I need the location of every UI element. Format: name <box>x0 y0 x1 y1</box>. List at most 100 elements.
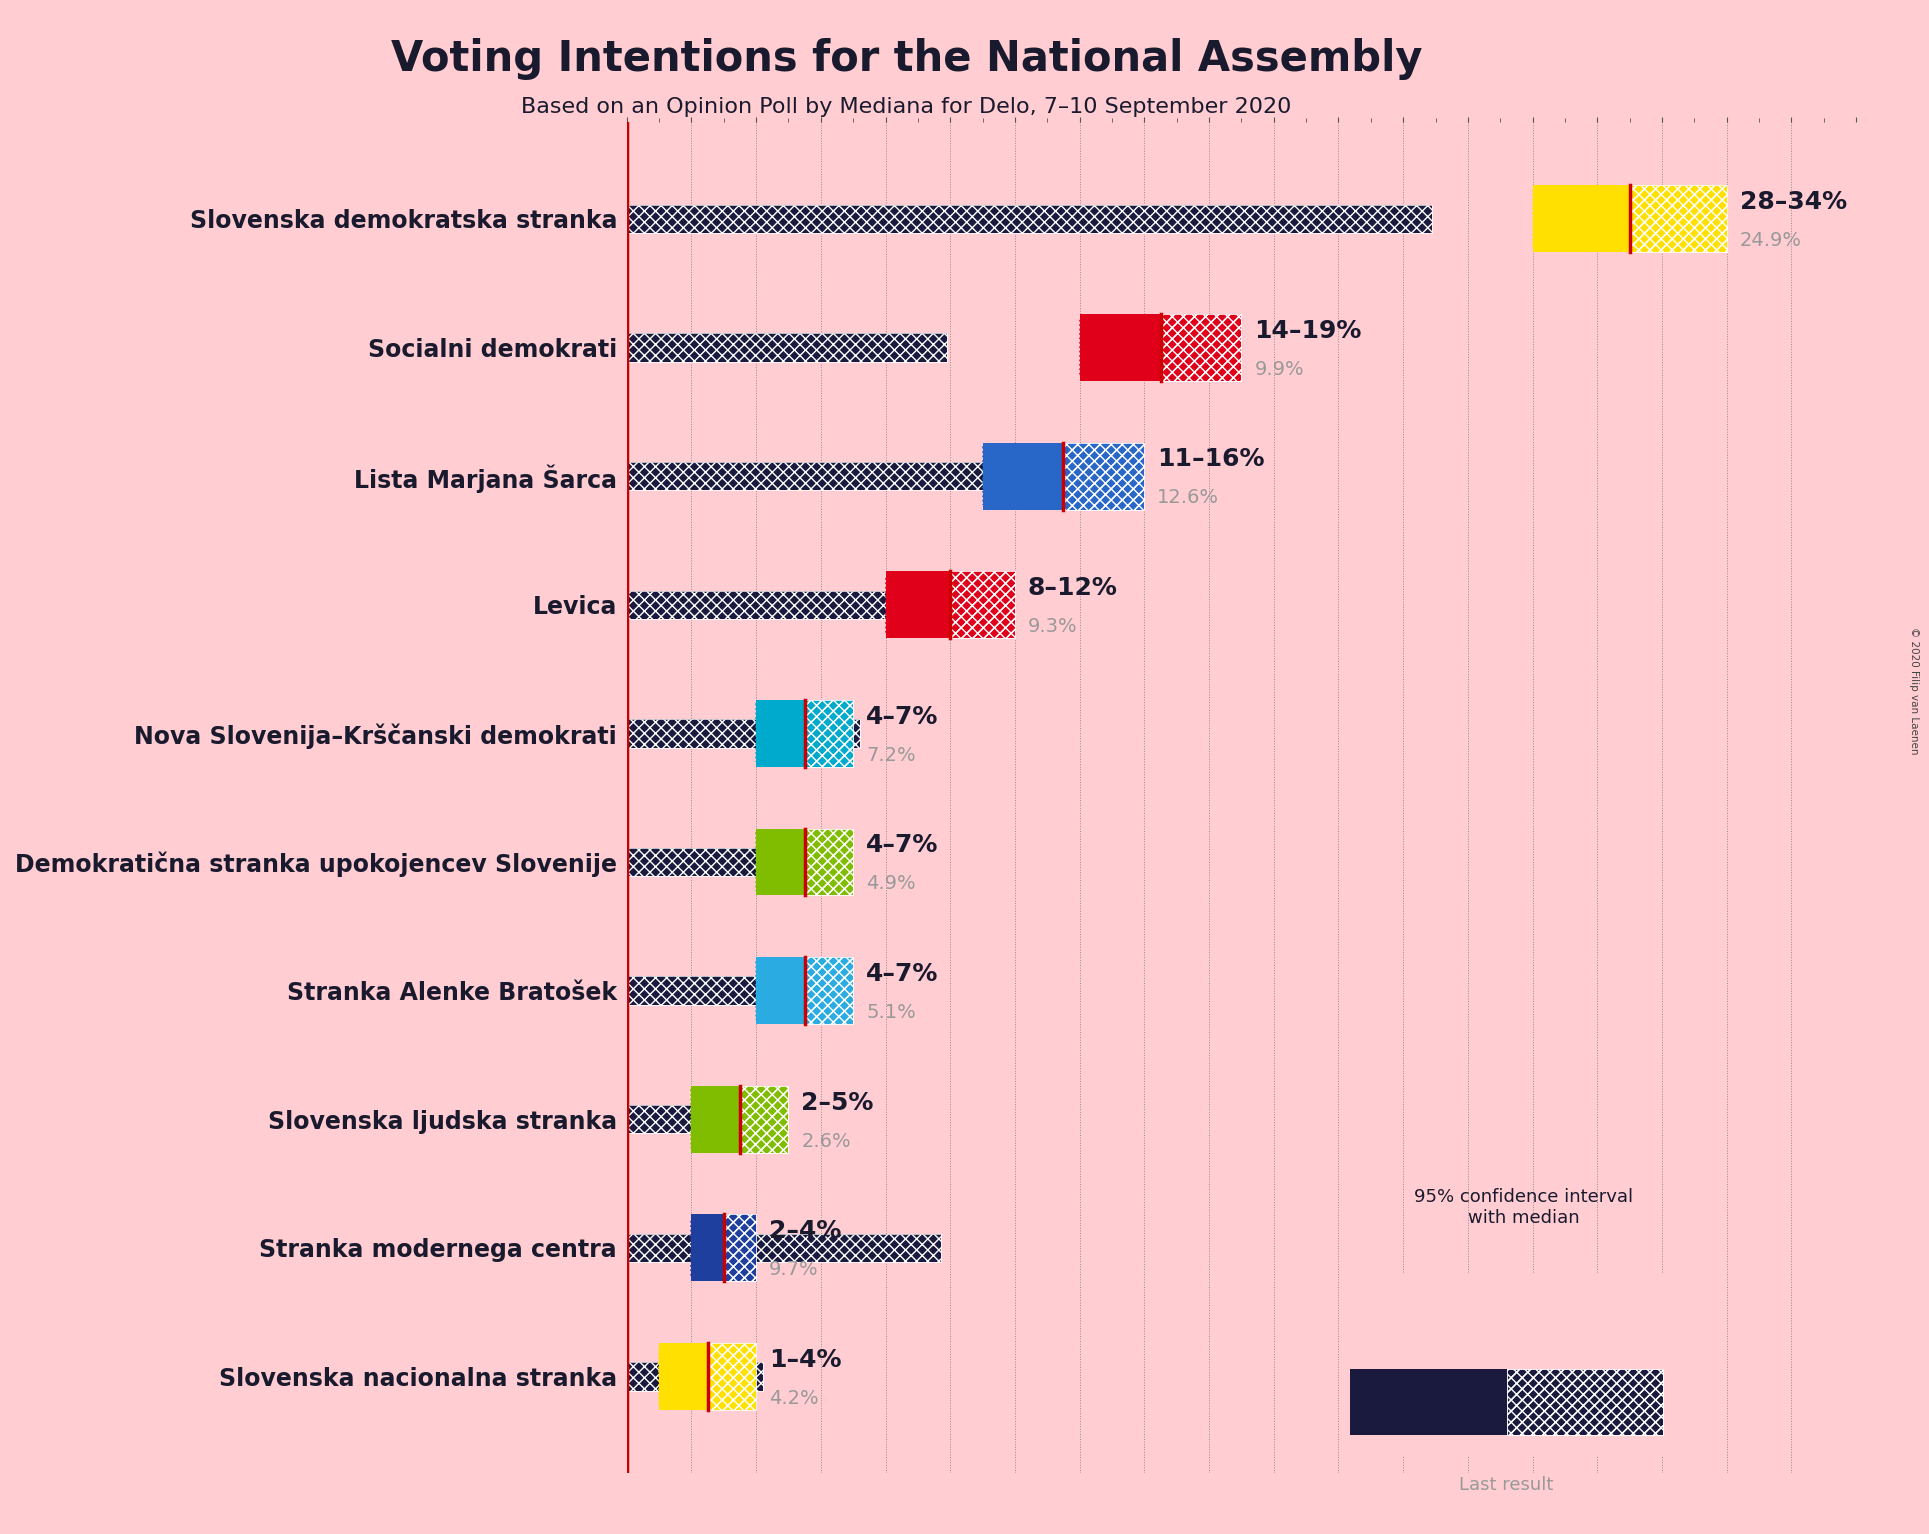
Bar <box>804 700 853 767</box>
Text: 11–16%: 11–16% <box>1157 448 1265 471</box>
Bar <box>627 977 791 1005</box>
Text: 12.6%: 12.6% <box>1157 488 1219 508</box>
Bar <box>804 828 853 896</box>
Bar <box>627 1362 762 1391</box>
Bar <box>741 1086 789 1152</box>
Text: 9.7%: 9.7% <box>770 1261 818 1279</box>
Bar <box>627 848 785 876</box>
Bar <box>1507 1368 1663 1436</box>
Bar <box>1161 314 1242 380</box>
Bar <box>723 1215 756 1281</box>
Bar <box>951 571 1015 638</box>
Text: 8–12%: 8–12% <box>1028 575 1117 600</box>
Bar <box>756 962 853 1020</box>
Text: 24.9%: 24.9% <box>1740 232 1802 250</box>
Bar <box>723 1215 756 1281</box>
Bar <box>804 828 853 896</box>
Bar <box>1080 319 1242 376</box>
Bar <box>691 1220 756 1276</box>
Bar <box>982 448 1144 505</box>
Text: 4–7%: 4–7% <box>866 833 939 858</box>
Bar <box>885 571 951 638</box>
Bar <box>627 977 791 1005</box>
Bar <box>1507 1368 1663 1436</box>
Text: 2–5%: 2–5% <box>801 1091 874 1115</box>
Bar <box>708 1344 756 1410</box>
Bar <box>756 833 853 891</box>
Bar <box>804 828 853 896</box>
Bar <box>982 443 1063 509</box>
Bar <box>1507 1368 1663 1436</box>
Bar <box>1080 314 1161 380</box>
Bar <box>627 333 947 362</box>
Bar <box>1161 314 1242 380</box>
Bar <box>627 1233 941 1262</box>
Bar <box>982 448 1144 505</box>
Bar <box>708 1344 756 1410</box>
Text: 4–7%: 4–7% <box>866 704 939 729</box>
Text: Last result: Last result <box>1460 1476 1553 1494</box>
Bar <box>627 1104 712 1134</box>
Bar <box>1161 314 1242 380</box>
Bar <box>627 204 1433 233</box>
Text: 9.9%: 9.9% <box>1254 360 1304 379</box>
Bar <box>951 571 1015 638</box>
Bar <box>627 591 928 618</box>
Bar <box>627 333 947 362</box>
Bar <box>756 828 804 896</box>
Bar <box>756 704 853 762</box>
Bar <box>804 957 853 1025</box>
Bar <box>723 1215 756 1281</box>
Bar <box>627 204 1433 233</box>
Bar <box>756 704 853 762</box>
Bar <box>627 1104 712 1134</box>
Bar <box>741 1086 789 1152</box>
Text: 2.6%: 2.6% <box>801 1132 851 1150</box>
Bar <box>691 1091 789 1147</box>
Text: © 2020 Filip van Laenen: © 2020 Filip van Laenen <box>1908 626 1919 755</box>
Text: 4.2%: 4.2% <box>770 1388 818 1408</box>
Text: 1–4%: 1–4% <box>770 1348 841 1371</box>
Bar <box>804 957 853 1025</box>
Bar <box>691 1215 723 1281</box>
Bar <box>627 719 860 747</box>
Bar <box>951 571 1015 638</box>
Bar <box>756 962 853 1020</box>
Bar <box>660 1347 756 1405</box>
Bar <box>1534 190 1726 249</box>
Text: 4.9%: 4.9% <box>866 874 916 893</box>
Bar <box>804 957 853 1025</box>
Text: Based on an Opinion Poll by Mediana for Delo, 7–10 September 2020: Based on an Opinion Poll by Mediana for … <box>521 97 1292 117</box>
Bar <box>708 1344 756 1410</box>
Bar <box>627 462 1034 491</box>
Text: 7.2%: 7.2% <box>866 746 916 765</box>
Bar <box>660 1347 756 1405</box>
Bar <box>804 700 853 767</box>
Text: 95% confidence interval
with median: 95% confidence interval with median <box>1414 1189 1634 1227</box>
Bar <box>691 1086 741 1152</box>
Text: 2–4%: 2–4% <box>770 1220 841 1243</box>
Text: Voting Intentions for the National Assembly: Voting Intentions for the National Assem… <box>392 38 1422 80</box>
Bar <box>756 957 804 1025</box>
Bar <box>756 833 853 891</box>
Bar <box>1630 186 1726 252</box>
Bar <box>1350 1368 1507 1436</box>
Bar <box>885 575 1015 634</box>
Bar <box>627 1233 941 1262</box>
Bar <box>1534 190 1726 249</box>
Bar <box>691 1220 756 1276</box>
Bar <box>627 719 860 747</box>
Text: 4–7%: 4–7% <box>866 962 939 986</box>
Bar <box>741 1086 789 1152</box>
Bar <box>627 848 785 876</box>
Bar <box>1080 319 1242 376</box>
Bar <box>1063 443 1144 509</box>
Bar <box>627 462 1034 491</box>
Text: 5.1%: 5.1% <box>866 1003 916 1022</box>
Text: 28–34%: 28–34% <box>1740 190 1846 215</box>
Bar <box>804 700 853 767</box>
Bar <box>885 575 1015 634</box>
Bar <box>627 1362 762 1391</box>
Text: 9.3%: 9.3% <box>1028 617 1078 637</box>
Bar <box>660 1344 708 1410</box>
